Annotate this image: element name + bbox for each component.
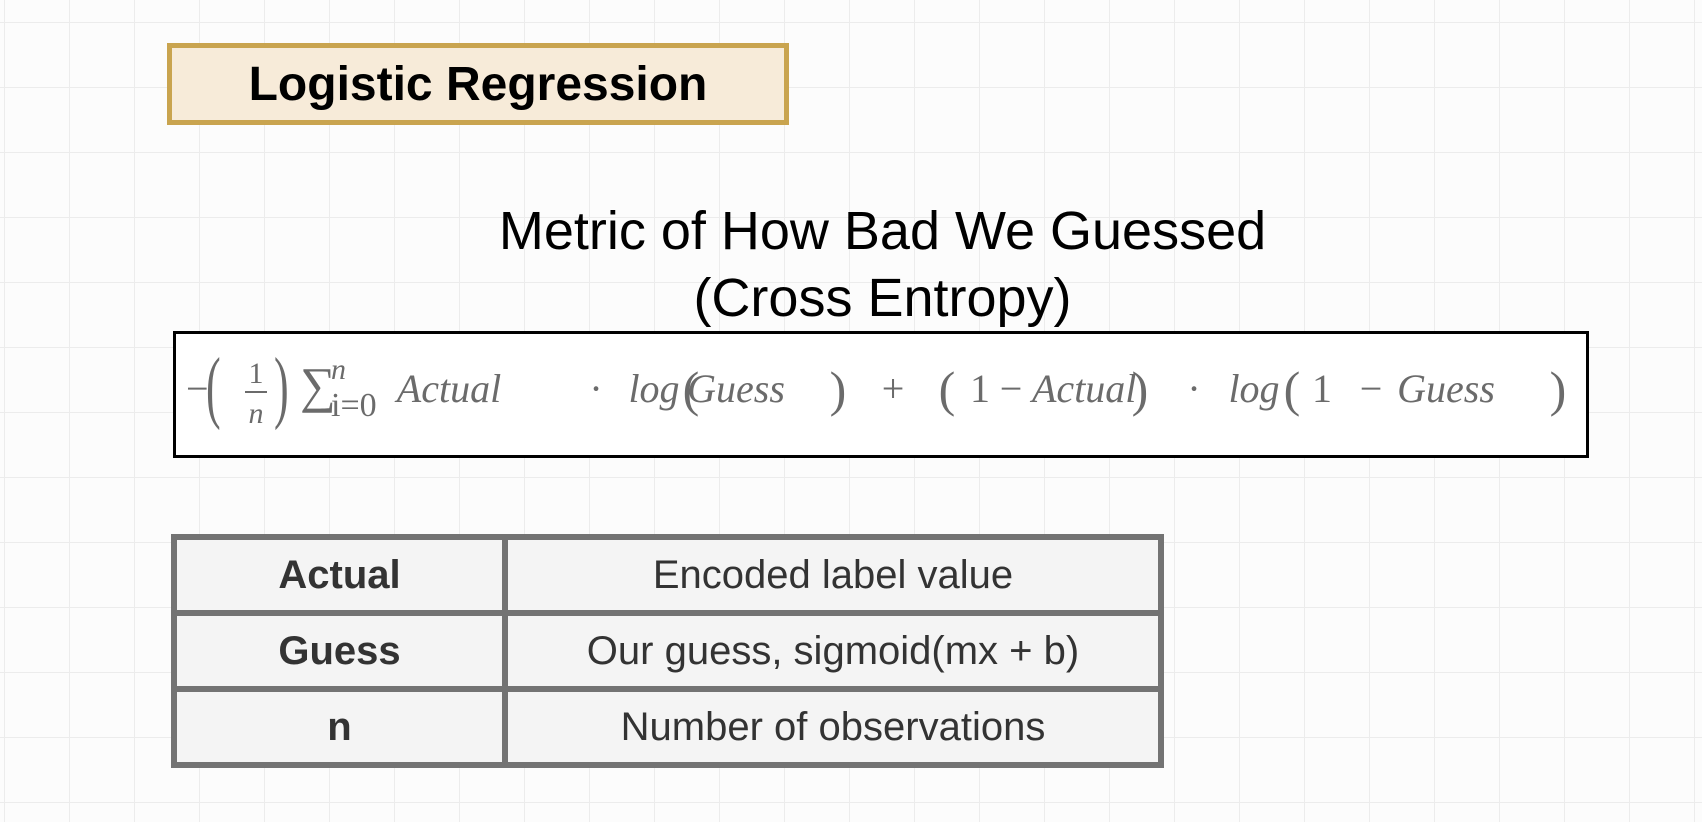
cross-entropy-formula: − ( 1 n ) ∑ n i=0 Actual · log ( Guess )… — [186, 341, 1567, 431]
definition-description: Number of observations — [502, 686, 1164, 768]
formula-guess-1: Guess — [687, 366, 785, 411]
table-row: n Number of observations — [171, 686, 1164, 768]
formula-log-2-close-paren: ) — [1550, 361, 1567, 417]
title-box: Logistic Regression — [167, 43, 789, 125]
formula-dot-1: · — [589, 366, 602, 411]
formula-minus-sign: − — [186, 366, 209, 411]
formula-term-2-close-paren: ) — [1132, 361, 1149, 417]
formula-guess-2: Guess — [1397, 366, 1495, 411]
formula-minus-2: − — [1000, 366, 1023, 411]
formula-open-paren: ( — [206, 341, 221, 431]
definition-term: Guess — [171, 610, 508, 692]
formula-fraction-numerator: 1 — [249, 357, 264, 390]
definition-description: Our guess, sigmoid(mx + b) — [502, 610, 1164, 692]
definition-term: n — [171, 686, 508, 768]
formula-log-2: log — [1228, 366, 1279, 411]
table-row: Actual Encoded label value — [171, 534, 1164, 616]
table-row: Guess Our guess, sigmoid(mx + b) — [171, 610, 1164, 692]
formula-term-2-open-paren: ( — [939, 361, 956, 417]
page-title: Logistic Regression — [248, 57, 708, 111]
formula-plus: + — [882, 366, 905, 411]
definition-description: Encoded label value — [502, 534, 1164, 616]
formula-close-paren: ) — [274, 341, 289, 431]
formula-fraction-denominator: n — [249, 397, 264, 430]
formula-sigma: ∑ — [300, 357, 336, 413]
formula-heading-line-1: Metric of How Bad We Guessed — [498, 201, 1267, 261]
formula-log-1-open-paren: ( — [683, 361, 700, 417]
formula-log-2-open-paren: ( — [1284, 361, 1301, 417]
definitions-table: Actual Encoded label value Guess Our gue… — [171, 534, 1164, 768]
formula-dot-2: · — [1187, 366, 1200, 411]
formula-log-1-close-paren: ) — [830, 361, 847, 417]
definition-term: Actual — [171, 534, 508, 616]
formula-sum-lower: i=0 — [331, 387, 377, 424]
formula-minus-3: − — [1360, 366, 1383, 411]
formula-actual-1: Actual — [394, 366, 501, 411]
formula-sum-upper: n — [331, 353, 346, 386]
formula-actual-2: Actual — [1029, 366, 1136, 411]
formula-one-2: 1 — [1312, 366, 1332, 411]
formula-box: − ( 1 n ) ∑ n i=0 Actual · log ( Guess )… — [173, 331, 1589, 458]
formula-one-1: 1 — [970, 366, 990, 411]
formula-log-1: log — [628, 366, 679, 411]
formula-heading-line-2: (Cross Entropy) — [693, 268, 1072, 328]
